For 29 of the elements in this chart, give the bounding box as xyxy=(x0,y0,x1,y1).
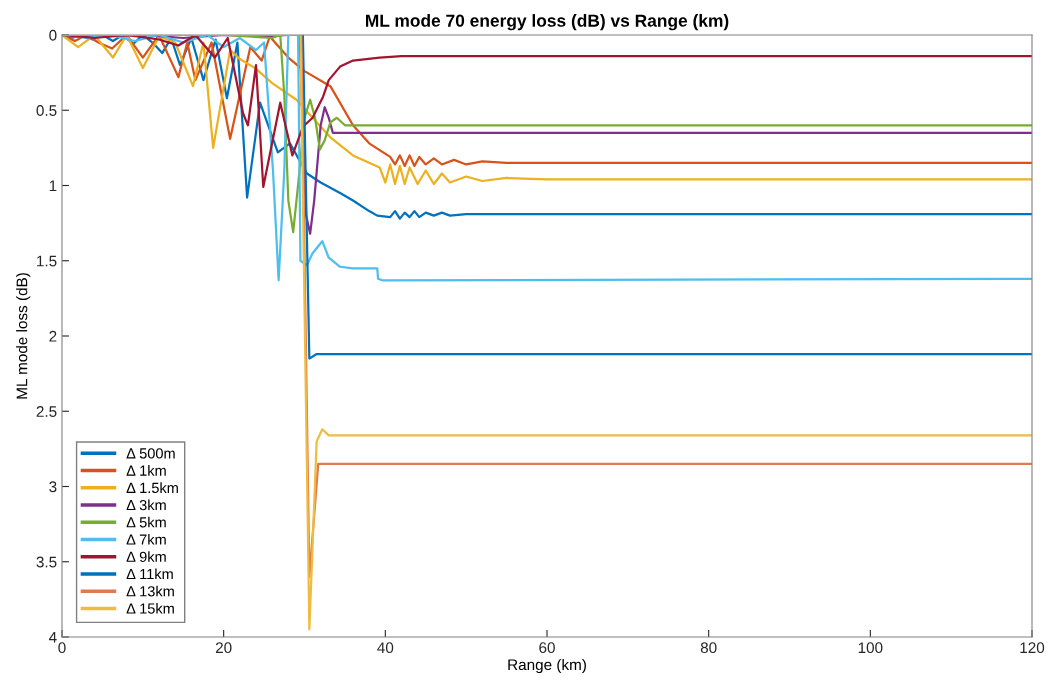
legend-label: Δ 9km xyxy=(126,551,166,562)
y-tick-label: 3 xyxy=(49,481,57,493)
x-tick-label: 120 xyxy=(1020,642,1045,654)
legend-label: Δ 15km xyxy=(126,602,174,614)
x-tick-label: 100 xyxy=(858,642,883,654)
x-tick-label: 80 xyxy=(700,642,717,654)
y-tick-label: 0 xyxy=(49,29,57,41)
y-tick-label: 1 xyxy=(49,180,57,192)
x-tick-label: 60 xyxy=(539,642,555,654)
y-tick-label: 3.5 xyxy=(36,556,57,568)
legend-label: Δ 500m xyxy=(126,448,175,459)
y-tick-label: 4 xyxy=(48,632,57,643)
legend-label: Δ 13km xyxy=(126,585,174,597)
legend-label: Δ 5km xyxy=(126,516,166,528)
legend-label: Δ 11km xyxy=(126,568,173,580)
chart-title: ML mode 70 energy loss (dB) vs Range (km) xyxy=(365,14,729,31)
x-tick-label: 40 xyxy=(377,642,394,654)
y-axis-title: ML mode loss (dB) xyxy=(16,273,31,399)
legend-label: Δ 7km xyxy=(126,534,166,545)
legend-label: Δ 3km xyxy=(126,499,166,511)
x-axis-title: Range (km) xyxy=(508,658,586,674)
x-tick-label: 0 xyxy=(58,642,66,654)
y-tick-label: 2.5 xyxy=(36,406,57,417)
legend-label: Δ 1.5km xyxy=(126,482,178,494)
y-tick-label: 0.5 xyxy=(36,105,57,116)
legend-label: Δ 1km xyxy=(126,465,166,476)
y-tick-label: 2 xyxy=(49,330,57,342)
x-tick-label: 20 xyxy=(215,642,232,654)
y-tick-label: 1.5 xyxy=(37,255,57,267)
